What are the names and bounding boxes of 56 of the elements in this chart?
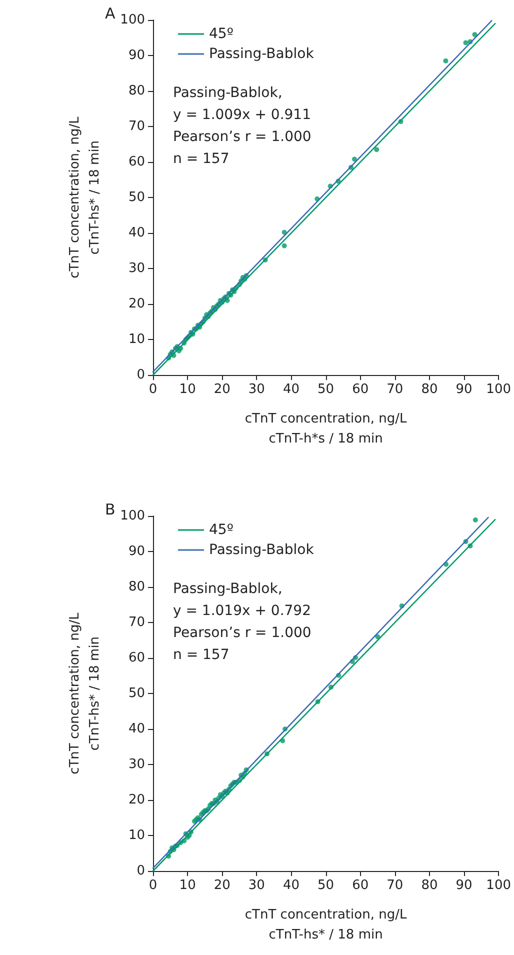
y-tick-label: 80: [128, 580, 145, 594]
y-axis-title: cTnT concentration, ng/L cTnT-hs* / 18 min: [68, 116, 102, 278]
x-tick-label: 20: [214, 878, 230, 893]
y-tick-label: 70: [128, 615, 145, 630]
x-tick-label: 10: [179, 382, 196, 397]
x-tick-label: 90: [456, 878, 472, 893]
y-tick-label: 40: [128, 226, 145, 240]
y-tick-label: 90: [128, 48, 145, 63]
x-tick-label: 50: [318, 878, 334, 893]
x-tick-label: 40: [282, 382, 300, 397]
y-tick-label: 60: [128, 650, 145, 666]
legend-label: 45º: [209, 26, 234, 42]
x-tick-label: 0: [148, 382, 158, 397]
x-tick-label: 30: [248, 878, 265, 893]
y-tick-label: 60: [128, 154, 145, 170]
y-tick-label: 100: [120, 508, 145, 524]
y-tick-label: 10: [128, 828, 145, 843]
y-tick-label: 50: [128, 190, 145, 205]
chart-title: B: [105, 500, 116, 518]
y-tick-label: 40: [128, 722, 145, 736]
y-tick-label: 90: [128, 544, 145, 559]
x-tick-label: 50: [318, 382, 334, 397]
x-tick-label: 20: [214, 382, 230, 397]
x-tick-label: 0: [148, 878, 158, 893]
y-tick-label: 70: [128, 119, 145, 134]
x-tick-label: 80: [421, 382, 438, 397]
annotation: Passing-Bablok, y = 1.009x + 0.911 Pearson’s r = 1.000 n = 157: [173, 85, 312, 167]
y-axis-title: cTnT concentration, ng/L cTnT-hs* / 18 min: [68, 612, 102, 774]
y-tick-label: 100: [120, 12, 145, 28]
x-axis-title: cTnT concentration, ng/L cTnT-h*s / 18 min: [244, 412, 408, 446]
y-tick-label: 30: [128, 261, 145, 276]
x-axis-title: cTnT concentration, ng/L cTnT-hs* / 18 min: [244, 908, 408, 942]
x-tick-label: 30: [248, 382, 265, 397]
legend-label: 45º: [209, 522, 234, 538]
y-tick-label: 0: [136, 864, 145, 878]
x-tick-label: 70: [386, 382, 404, 397]
y-tick-label: 30: [128, 757, 145, 772]
y-tick-label: 10: [128, 332, 145, 347]
y-tick-label: 50: [128, 686, 145, 701]
x-tick-label: 100: [486, 382, 512, 397]
y-tick-label: 20: [128, 792, 145, 808]
x-tick-label: 90: [456, 382, 472, 397]
x-tick-label: 10: [179, 878, 196, 893]
y-tick-label: 20: [128, 296, 145, 312]
x-tick-label: 100: [486, 878, 512, 893]
chart-title: A: [105, 4, 116, 22]
x-tick-label: 80: [421, 878, 438, 893]
x-tick-label: 60: [352, 382, 369, 397]
annotation: Passing-Bablok, y = 1.019x + 0.792 Pearson’s r = 1.000 n = 157: [173, 581, 312, 663]
legend-label: Passing-Bablok: [209, 542, 315, 558]
y-tick-label: 0: [136, 368, 145, 382]
x-tick-label: 40: [282, 878, 300, 893]
x-tick-label: 70: [386, 878, 404, 893]
x-tick-label: 60: [352, 878, 369, 893]
y-tick-label: 80: [128, 84, 145, 98]
legend-label: Passing-Bablok: [209, 46, 315, 62]
